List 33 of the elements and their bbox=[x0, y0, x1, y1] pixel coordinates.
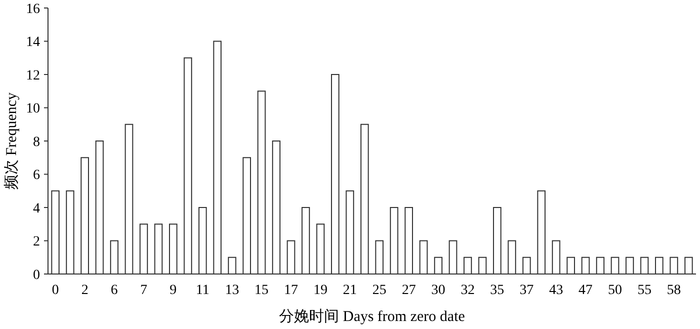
y-tick-label: 16 bbox=[26, 2, 40, 17]
x-tick-label: 27 bbox=[402, 283, 416, 298]
x-tick-label: 19 bbox=[313, 283, 328, 298]
y-axis-title: 频次 Frequency bbox=[3, 92, 20, 190]
x-tick-label: 30 bbox=[431, 283, 446, 298]
x-axis-title: 分娩时间 Days from zero date bbox=[279, 308, 466, 325]
x-tick-label: 9 bbox=[170, 283, 177, 298]
x-tick-label: 17 bbox=[284, 283, 298, 298]
x-tick-label: 37 bbox=[520, 283, 534, 298]
y-tick-label: 14 bbox=[26, 35, 40, 50]
y-tick-label: 2 bbox=[33, 234, 40, 250]
x-tick-label: 43 bbox=[549, 283, 564, 298]
x-tick-label: 6 bbox=[110, 283, 118, 298]
x-tick-label: 0 bbox=[52, 283, 59, 298]
y-tick-label: 10 bbox=[26, 102, 40, 117]
x-tick-label: 2 bbox=[81, 283, 88, 298]
y-tick-label: 8 bbox=[33, 134, 40, 150]
y-tick-label: 0 bbox=[33, 268, 40, 283]
x-tick-label: 25 bbox=[372, 283, 386, 298]
y-tick-label: 6 bbox=[33, 168, 40, 184]
x-tick-label: 55 bbox=[637, 283, 652, 298]
x-tick-label: 58 bbox=[666, 283, 681, 298]
x-tick-label: 32 bbox=[460, 283, 475, 298]
x-tick-label: 47 bbox=[578, 283, 593, 298]
x-tick-label: 50 bbox=[608, 283, 622, 298]
x-tick-label: 13 bbox=[225, 283, 240, 298]
x-tick-label: 11 bbox=[196, 283, 210, 298]
x-tick-label: 21 bbox=[342, 283, 357, 298]
x-tick-label: 15 bbox=[254, 283, 269, 298]
y-tick-label: 12 bbox=[26, 68, 40, 84]
x-tick-label: 7 bbox=[140, 283, 148, 298]
y-tick-label: 4 bbox=[33, 201, 40, 216]
x-tick-label: 35 bbox=[490, 283, 504, 298]
